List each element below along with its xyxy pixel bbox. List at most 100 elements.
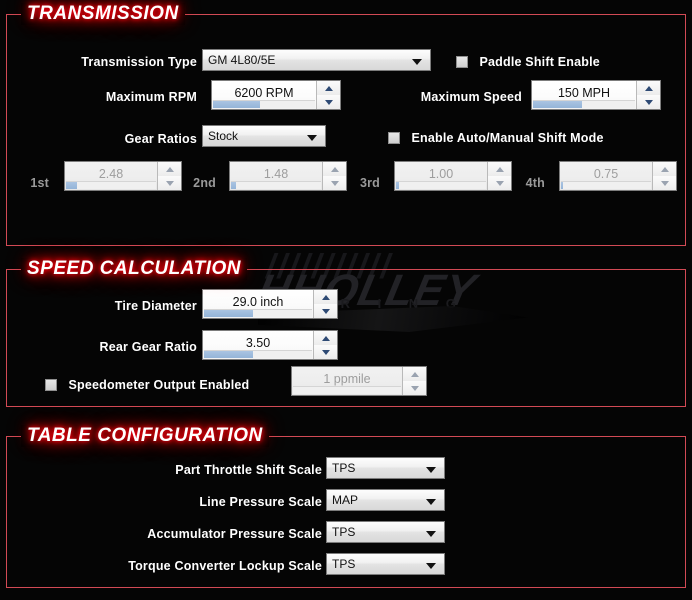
gear-ratios-dropdown[interactable]: Stock	[202, 125, 326, 147]
maximum-speed-increment-button[interactable]	[637, 81, 660, 96]
triangle-down-icon	[165, 181, 174, 186]
maximum-rpm-value: 6200 RPM	[234, 86, 294, 100]
rear-gear-ratio-track[interactable]	[204, 350, 312, 358]
maximum-speed-stepper[interactable]	[637, 81, 660, 109]
triangle-up-icon	[410, 372, 419, 377]
gear-1st-track[interactable]	[66, 181, 156, 189]
gear-1st-decrement-button[interactable]	[158, 176, 181, 190]
speedometer-ppmile-field[interactable]: 1 ppmile	[292, 367, 403, 395]
gear-1st-increment-button[interactable]	[158, 162, 181, 177]
speedometer-output-enabled-checkbox[interactable]: Speedometer Output Enabled	[45, 376, 249, 394]
paddle-shift-enable-checkbox[interactable]: Paddle Shift Enable	[456, 53, 600, 71]
maximum-speed-track[interactable]	[533, 100, 635, 108]
gear-4th-value: 0.75	[593, 167, 619, 181]
maximum-rpm-spinner[interactable]: 6200 RPM	[211, 80, 341, 110]
tire-diameter-increment-button[interactable]	[314, 290, 337, 305]
maximum-speed-spinner[interactable]: 150 MPH	[531, 80, 661, 110]
rear-gear-ratio-stepper[interactable]	[314, 331, 337, 359]
maximum-rpm-field[interactable]: 6200 RPM	[212, 81, 317, 109]
gear-2nd-fill	[231, 182, 236, 189]
speedometer-ppmile-value: 1 ppmile	[323, 372, 371, 386]
gear-1st-fill	[66, 182, 77, 189]
gear-4th-stepper[interactable]	[653, 162, 676, 190]
maximum-rpm-stepper[interactable]	[317, 81, 340, 109]
rear-gear-ratio-label: Rear Gear Ratio	[99, 340, 197, 354]
line-pressure-scale-dropdown[interactable]: MAP	[326, 489, 445, 511]
gear-4th-spinner[interactable]: 0.75	[559, 161, 677, 191]
enable-auto-manual-shift-mode-checkbox[interactable]: Enable Auto/Manual Shift Mode	[388, 129, 604, 147]
speedometer-output-enabled-label: Speedometer Output Enabled	[68, 378, 250, 392]
rear-gear-ratio-field[interactable]: 3.50	[203, 331, 314, 359]
gear-3rd-field[interactable]: 1.00	[395, 162, 488, 190]
maximum-speed-value: 150 MPH	[557, 86, 611, 100]
tire-diameter-decrement-button[interactable]	[314, 304, 337, 318]
accumulator-pressure-scale-dropdown[interactable]: TPS	[326, 521, 445, 543]
gear-1st-stepper[interactable]	[158, 162, 181, 190]
maximum-rpm-fill	[213, 101, 260, 108]
gear-1st-field[interactable]: 2.48	[65, 162, 158, 190]
transmission-type-dropdown[interactable]: GM 4L80/5E	[202, 49, 431, 71]
gear-3rd-stepper[interactable]	[488, 162, 511, 190]
tire-diameter-stepper[interactable]	[314, 290, 337, 318]
torque-converter-lockup-scale-dropdown[interactable]: TPS	[326, 553, 445, 575]
checkbox-box-icon	[388, 132, 400, 144]
gear-2nd-field[interactable]: 1.48	[230, 162, 323, 190]
gear-2nd-increment-button[interactable]	[323, 162, 346, 177]
tire-diameter-field[interactable]: 29.0 inch	[203, 290, 314, 318]
triangle-up-icon	[495, 167, 504, 172]
tire-diameter-label: Tire Diameter	[114, 299, 197, 313]
rear-gear-ratio-fill	[204, 351, 253, 358]
line-pressure-scale-value: MAP	[332, 493, 359, 507]
gear-2nd-value: 1.48	[263, 167, 289, 181]
gear-2nd-decrement-button[interactable]	[323, 176, 346, 190]
transmission-section-title: TRANSMISSION	[21, 3, 185, 25]
speedometer-ppmile-increment-button[interactable]	[403, 367, 426, 382]
gear-ratios-value: Stock	[208, 129, 239, 143]
speedometer-ppmile-decrement-button[interactable]	[403, 381, 426, 395]
gear-3rd-decrement-button[interactable]	[488, 176, 511, 190]
maximum-rpm-decrement-button[interactable]	[317, 95, 340, 109]
chevron-down-icon	[412, 59, 422, 65]
gear-4th-increment-button[interactable]	[653, 162, 676, 177]
gear-2nd-spinner[interactable]: 1.48	[229, 161, 347, 191]
part-throttle-shift-scale-dropdown[interactable]: TPS	[326, 457, 445, 479]
maximum-rpm-increment-button[interactable]	[317, 81, 340, 96]
triangle-down-icon	[321, 309, 330, 314]
gear-4th-decrement-button[interactable]	[653, 176, 676, 190]
gear-2nd-stepper[interactable]	[323, 162, 346, 190]
rear-gear-ratio-decrement-button[interactable]	[314, 345, 337, 359]
transmission-section: TRANSMISSION Transmission Type GM 4L80/5…	[6, 3, 686, 246]
gear-4th-field[interactable]: 0.75	[560, 162, 653, 190]
maximum-rpm-label: Maximum RPM	[105, 90, 197, 104]
maximum-rpm-track[interactable]	[213, 100, 315, 108]
maximum-speed-decrement-button[interactable]	[637, 95, 660, 109]
gear-3rd-track[interactable]	[396, 181, 486, 189]
gear-4th-label: 4th	[525, 176, 545, 190]
triangle-down-icon	[660, 181, 669, 186]
maximum-speed-field[interactable]: 150 MPH	[532, 81, 637, 109]
triangle-up-icon	[165, 167, 174, 172]
triangle-up-icon	[321, 336, 330, 341]
gear-2nd-track[interactable]	[231, 181, 321, 189]
gear-3rd-spinner[interactable]: 1.00	[394, 161, 512, 191]
tire-diameter-spinner[interactable]: 29.0 inch	[202, 289, 338, 319]
rear-gear-ratio-increment-button[interactable]	[314, 331, 337, 346]
transmission-type-value: GM 4L80/5E	[208, 53, 276, 67]
enable-auto-manual-shift-mode-label: Enable Auto/Manual Shift Mode	[411, 131, 604, 145]
torque-converter-lockup-scale-value: TPS	[332, 557, 356, 571]
triangle-up-icon	[330, 167, 339, 172]
rear-gear-ratio-spinner[interactable]: 3.50	[202, 330, 338, 360]
speedometer-ppmile-track[interactable]	[293, 386, 401, 394]
tire-diameter-track[interactable]	[204, 309, 312, 317]
accumulator-pressure-scale-label: Accumulator Pressure Scale	[147, 527, 322, 541]
speedometer-ppmile-stepper[interactable]	[403, 367, 426, 395]
gear-1st-spinner[interactable]: 2.48	[64, 161, 182, 191]
speedometer-ppmile-spinner[interactable]: 1 ppmile	[291, 366, 427, 396]
gear-3rd-increment-button[interactable]	[488, 162, 511, 177]
triangle-down-icon	[324, 100, 333, 105]
chevron-down-icon	[426, 467, 436, 473]
gear-1st-value: 2.48	[98, 167, 124, 181]
gear-4th-track[interactable]	[561, 181, 651, 189]
transmission-type-label: Transmission Type	[81, 55, 197, 69]
tire-diameter-value: 29.0 inch	[232, 295, 284, 309]
